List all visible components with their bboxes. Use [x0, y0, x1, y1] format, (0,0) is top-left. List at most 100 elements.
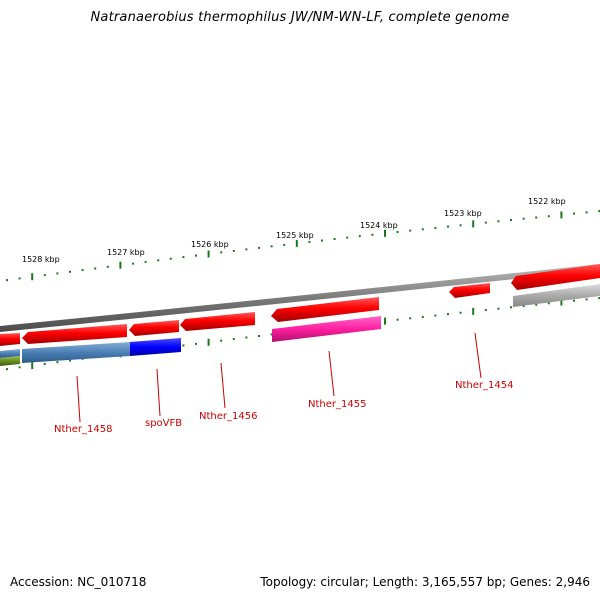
minor-tick [484, 221, 487, 224]
leader-line [328, 350, 335, 397]
minor-tick [106, 265, 109, 268]
major-tick [560, 211, 563, 219]
accession-label: Accession: NC_010718 [10, 575, 147, 589]
minor-tick [573, 299, 575, 302]
minor-tick [69, 359, 71, 362]
tick-label: 1523 kbp [444, 209, 482, 218]
minor-tick [447, 313, 449, 316]
minor-tick [535, 216, 538, 219]
minor-tick [283, 243, 286, 246]
minor-tick [409, 229, 412, 232]
minor-tick [56, 361, 59, 364]
minor-tick [396, 318, 399, 321]
genome-backbone [0, 264, 600, 332]
minor-tick [195, 342, 197, 345]
major-tick [560, 298, 563, 306]
minor-tick [333, 238, 336, 240]
gene-track-forward [0, 264, 600, 346]
gene-arrow [129, 320, 179, 336]
minor-tick [421, 228, 424, 231]
minor-tick [371, 233, 374, 236]
major-tick [295, 239, 298, 247]
minor-tick [421, 315, 424, 318]
gene-arrow [511, 264, 600, 290]
minor-tick [245, 336, 248, 339]
tick-label: 1524 kbp [360, 221, 398, 230]
minor-tick [598, 210, 600, 213]
major-tick [31, 362, 34, 370]
minor-tick [598, 297, 600, 300]
minor-tick [585, 298, 588, 301]
minor-tick [510, 306, 512, 309]
minor-tick [182, 344, 185, 347]
minor-tick [258, 246, 260, 249]
tick-ring-outer [6, 210, 600, 282]
minor-tick [18, 366, 21, 369]
major-tick [384, 229, 386, 237]
minor-tick [409, 317, 412, 320]
minor-tick [220, 251, 223, 254]
gene-label: Nther_1455 [308, 399, 366, 410]
map-title: Natranaerobius thermophilus JW/NM-WN-LF,… [90, 10, 510, 25]
gene-arrow [22, 324, 127, 344]
tick-label: 1522 kbp [528, 197, 566, 206]
major-tick [119, 261, 122, 269]
minor-tick [169, 257, 172, 260]
minor-tick [585, 211, 588, 214]
gene-label: Nther_1456 [199, 411, 257, 422]
major-tick [384, 317, 386, 325]
minor-tick [497, 220, 500, 223]
feature-band-steelblue-left [0, 349, 20, 358]
minor-tick [522, 305, 525, 307]
minor-tick [270, 245, 273, 248]
gene-arrow [271, 297, 379, 322]
tick-label: 1525 kbp [276, 231, 314, 240]
gene-label: Nther_1458 [54, 424, 112, 435]
minor-tick [157, 259, 160, 262]
minor-tick [43, 362, 46, 365]
minor-tick [434, 226, 437, 229]
minor-tick [258, 335, 260, 337]
leader-line [76, 375, 81, 423]
minor-tick [535, 303, 538, 306]
minor-tick [220, 339, 223, 342]
minor-tick [321, 239, 323, 242]
minor-tick [69, 270, 71, 273]
tick-labels: 1528 kbp 1527 kbp 1526 kbp 1525 kbp 1524… [22, 197, 566, 264]
gene-arrow-gray [513, 284, 600, 307]
minor-tick [195, 254, 197, 257]
feature-band-olive [0, 356, 20, 366]
major-tick [207, 250, 210, 258]
minor-tick [497, 307, 500, 310]
minor-tick [434, 314, 437, 317]
minor-tick [484, 309, 487, 311]
gene-arrow [0, 333, 20, 346]
minor-tick [6, 368, 8, 371]
gene-label-leaders [76, 332, 482, 423]
minor-tick [81, 269, 84, 272]
minor-tick [232, 338, 235, 341]
major-tick [472, 220, 475, 228]
minor-tick [245, 248, 248, 251]
gene-label: spoVFB [145, 418, 182, 429]
minor-tick [6, 279, 8, 282]
minor-tick [270, 333, 273, 336]
minor-tick [396, 231, 399, 233]
minor-tick [43, 274, 46, 277]
tick-label: 1526 kbp [191, 240, 229, 249]
major-tick [31, 273, 34, 281]
minor-tick [144, 260, 147, 263]
minor-tick [547, 215, 550, 218]
minor-tick [459, 311, 462, 314]
minor-tick [56, 272, 59, 275]
major-tick [207, 338, 210, 346]
feature-band-steelblue [22, 342, 130, 363]
feature-band-blue [130, 338, 181, 356]
genome-summary: Topology: circular; Length: 3,165,557 bp… [260, 575, 590, 589]
minor-tick [510, 219, 512, 221]
gene-arrow [180, 312, 255, 331]
major-tick [472, 307, 475, 315]
minor-tick [18, 277, 21, 280]
